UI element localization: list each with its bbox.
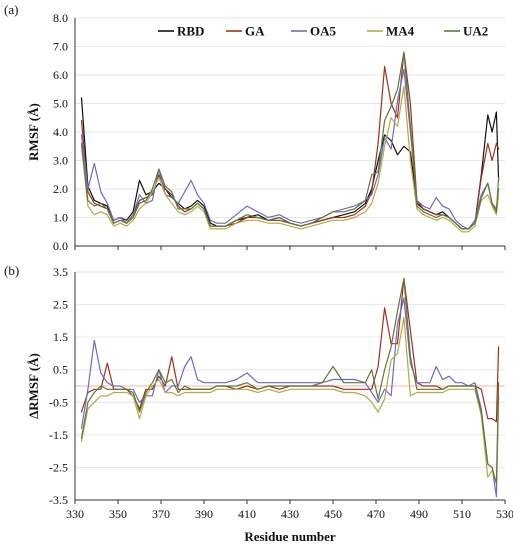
legend-label-ua2: UA2: [463, 24, 488, 39]
series-line-ma4: [80, 85, 500, 233]
panel-a-rmsf-chart: 0.0 1.0 2.0 3.0 4.0 5.0 6.0 7.0 8.0 (a) RMSF (Å) RB…: [4, 2, 506, 253]
y-tick-label: 8.0: [53, 11, 68, 25]
y-tick-label: 0.5: [53, 363, 68, 377]
panel-label: (a): [4, 2, 18, 17]
y-tick-label: 3.5: [53, 265, 68, 279]
x-tick-label: 470: [367, 507, 385, 521]
x-tick-label: 410: [238, 507, 256, 521]
y-tick-label: 1.0: [53, 211, 68, 225]
x-tick-label: 530: [496, 507, 513, 521]
x-tick-label: 450: [324, 507, 342, 521]
series-line-ma4: [80, 317, 500, 485]
panel-b-delta-rmsf-chart: -3.5 -2.5 -1.5 -0.5 0.5 1.5 2.5 3.5 330 350 370 390…: [4, 263, 513, 544]
x-axis-label: Residue number: [244, 529, 336, 544]
series-line-ua2: [80, 277, 500, 485]
y-tick-label: 5.0: [53, 97, 68, 111]
x-tick-label: 390: [195, 507, 213, 521]
legend-label-ga: GA: [245, 24, 265, 39]
y-tick-label: 7.0: [53, 40, 68, 54]
series-line-ua2: [80, 51, 500, 230]
y-tick-label: 2.5: [53, 298, 68, 312]
y-tick-label: -3.5: [49, 493, 68, 507]
x-tick-label: 430: [281, 507, 299, 521]
x-tick-label: 370: [152, 507, 170, 521]
y-tick-label: 0.0: [53, 239, 68, 253]
series-line-oa5: [80, 68, 500, 230]
y-tick-label: 1.5: [53, 330, 68, 344]
x-tick-label: 510: [453, 507, 471, 521]
series-line-ga: [80, 51, 500, 230]
y-tick-label: -2.5: [49, 460, 68, 474]
y-tick-label: -1.5: [49, 428, 68, 442]
y-tick-label: 3.0: [53, 154, 68, 168]
series-line-rbd: [80, 97, 500, 230]
y-tick-label: 2.0: [53, 182, 68, 196]
x-tick-label: 490: [410, 507, 428, 521]
y-axis-label: ΔRMSF (Å): [26, 353, 41, 419]
x-tick-label: 350: [109, 507, 127, 521]
legend-label-rbd: RBD: [177, 24, 204, 39]
legend-label-ma4: MA4: [386, 24, 415, 39]
legend: RBD GA OA5 MA4 UA2: [158, 24, 488, 39]
y-tick-label: 4.0: [53, 125, 68, 139]
panel-label: (b): [4, 263, 19, 278]
series-line-oa5: [80, 297, 500, 498]
y-tick-label: 6.0: [53, 68, 68, 82]
legend-label-oa5: OA5: [310, 24, 337, 39]
x-tick-label: 330: [66, 507, 84, 521]
y-tick-label: -0.5: [49, 395, 68, 409]
y-axis-label: RMSF (Å): [26, 103, 41, 161]
